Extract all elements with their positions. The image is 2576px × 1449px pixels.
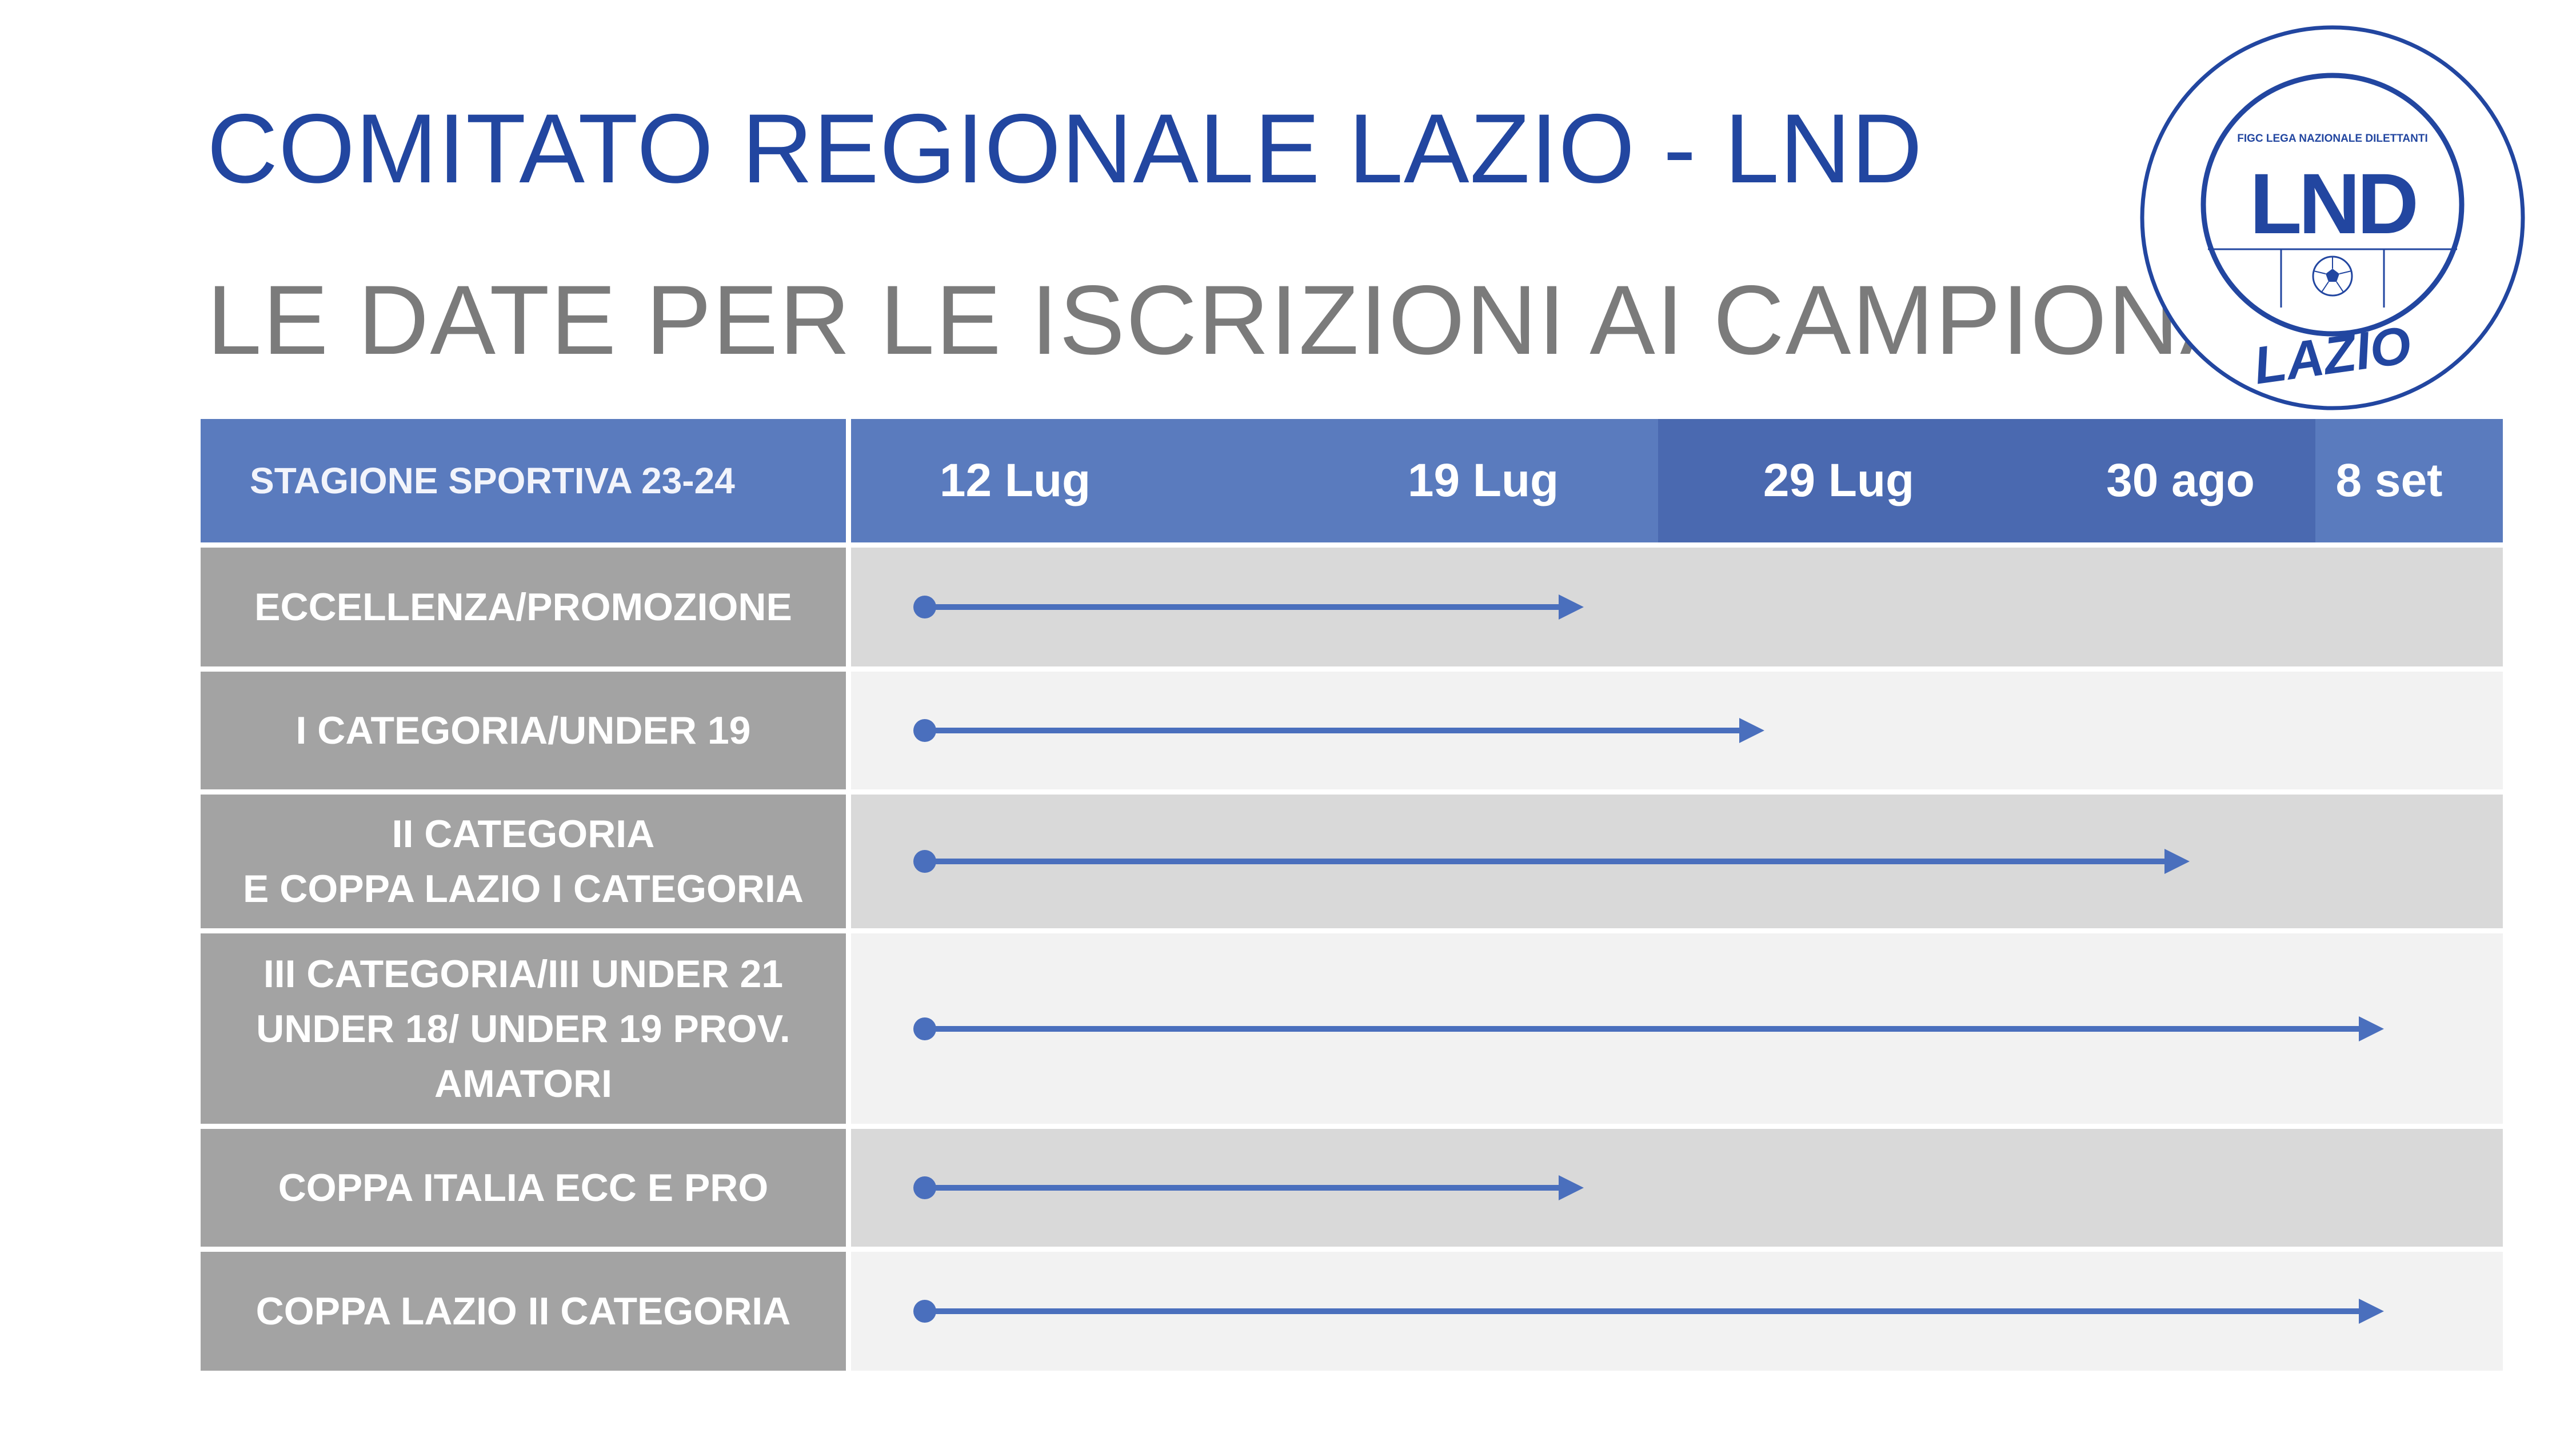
arrow-head-icon [1739, 718, 1764, 743]
row-timeline [851, 548, 2503, 666]
arrow-head-icon [2164, 849, 2190, 874]
row-timeline [851, 933, 2503, 1124]
date-label: 8 set [2335, 454, 2443, 506]
season-label: STAGIONE SPORTIVA 23-24 [250, 460, 735, 501]
table-row: III CATEGORIA/III UNDER 21 UNDER 18/ UND… [201, 933, 2503, 1124]
row-label-cell: COPPA ITALIA ECC E PRO [201, 1129, 846, 1247]
row-label-cell: I CATEGORIA/UNDER 19 [201, 672, 846, 789]
date-label: 12 Lug [939, 454, 1091, 506]
date-label: 29 Lug [1763, 454, 1915, 506]
period-start-dot [913, 719, 936, 742]
date-label: 19 Lug [1407, 454, 1559, 506]
arrow-head-icon [1559, 594, 1584, 620]
row-timeline [851, 1252, 2503, 1371]
registration-dates-table: STAGIONE SPORTIVA 23-24 12 Lug 19 Lug 29 L… [201, 419, 2503, 1371]
row-label: I CATEGORIA/UNDER 19 [295, 709, 751, 752]
row-label-cell: II CATEGORIA E COPPA LAZIO I CATEGORIA [201, 795, 846, 928]
row-label: COPPA ITALIA ECC E PRO [278, 1166, 769, 1210]
date-label: 30 ago [2106, 454, 2255, 506]
period-arrow-line [925, 728, 1742, 733]
table-header-dates-a [851, 419, 1658, 542]
row-label: III CATEGORIA/III UNDER 21 UNDER 18/ UND… [256, 952, 790, 1105]
row-timeline [851, 672, 2503, 789]
row-timeline [851, 1129, 2503, 1247]
logo-top-text: FIGC LEGA NAZIONALE DILETTANTI [2237, 133, 2428, 145]
arrow-head-icon [2359, 1016, 2384, 1041]
table-row: COPPA ITALIA ECC E PRO [201, 1129, 2503, 1247]
period-start-dot [913, 596, 936, 618]
arrow-head-icon [1559, 1175, 1584, 1200]
lnd-lazio-logo: FIGC LEGA NAZIONALE DILETTANTI LND LAZIO [2136, 22, 2529, 414]
table-row: COPPA LAZIO II CATEGORIA [201, 1252, 2503, 1371]
page-title: COMITATO REGIONALE LAZIO - LND [207, 94, 1923, 203]
page-subtitle: LE DATE PER LE ISCRIZIONI AI CAMPIONATI [207, 265, 2330, 375]
period-arrow-line [925, 859, 2167, 864]
period-arrow-line [925, 1025, 2361, 1032]
row-timeline [851, 795, 2503, 928]
table-row: II CATEGORIA E COPPA LAZIO I CATEGORIA [201, 795, 2503, 928]
table-header-label-cell: STAGIONE SPORTIVA 23-24 [201, 419, 846, 542]
period-start-dot [913, 1017, 936, 1040]
table-header-dates-c [2315, 419, 2503, 542]
soccer-ball-icon [2312, 256, 2353, 297]
row-label-cell: III CATEGORIA/III UNDER 21 UNDER 18/ UND… [201, 933, 846, 1124]
row-label-cell: ECCELLENZA/PROMOZIONE [201, 548, 846, 666]
period-arrow-line [925, 1308, 2361, 1314]
lnd-logo-icon: FIGC LEGA NAZIONALE DILETTANTI LND LAZIO [2140, 25, 2525, 410]
table-row: I CATEGORIA/UNDER 19 [201, 672, 2503, 789]
row-label: II CATEGORIA E COPPA LAZIO I CATEGORIA [243, 812, 804, 911]
period-start-dot [913, 850, 936, 873]
period-arrow-line [925, 604, 1561, 610]
table-header-dates-b [1658, 419, 2315, 542]
row-label-cell: COPPA LAZIO II CATEGORIA [201, 1252, 846, 1371]
logo-mark: LND [2250, 155, 2416, 252]
arrow-head-icon [2359, 1299, 2384, 1324]
row-label: ECCELLENZA/PROMOZIONE [254, 585, 792, 629]
period-start-dot [913, 1300, 936, 1323]
period-start-dot [913, 1176, 936, 1199]
period-arrow-line [925, 1185, 1561, 1191]
row-label: COPPA LAZIO II CATEGORIA [255, 1290, 791, 1333]
table-row: ECCELLENZA/PROMOZIONE [201, 548, 2503, 666]
